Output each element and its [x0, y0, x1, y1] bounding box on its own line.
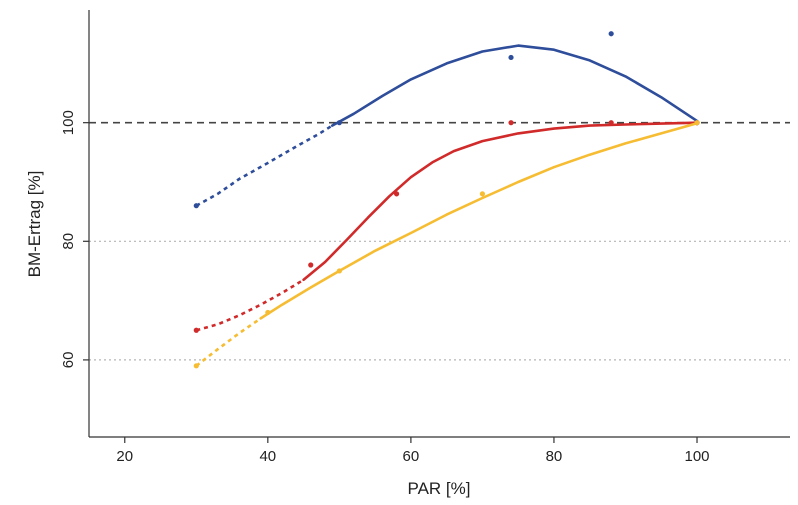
series-2-fitted-curve	[302, 121, 699, 282]
y-tick-label-100: 100	[60, 110, 77, 135]
series-3-extrapolated-curve	[195, 317, 262, 367]
series-2-point-3	[393, 191, 400, 197]
x-tick-label-40: 40	[259, 448, 276, 465]
series-2-extrapolated-curve	[195, 278, 305, 332]
series-2	[193, 120, 700, 333]
x-axis: 20 40 60 80 100	[89, 436, 790, 465]
series-1	[193, 31, 700, 209]
y-axis-title: BM-Ertrag [%]	[25, 171, 44, 278]
series-3-point-5	[694, 120, 700, 126]
y-tick-label-80: 80	[60, 233, 77, 250]
series-3-point-3	[336, 268, 342, 274]
series-2-point-5	[608, 120, 614, 126]
series-1-point-3	[508, 54, 514, 61]
x-tick-label-100: 100	[684, 448, 709, 465]
x-tick-label-80: 80	[546, 448, 563, 465]
series-2-point-2	[308, 262, 314, 268]
series-3-point-4	[479, 191, 486, 197]
series-2-point-1	[193, 327, 199, 333]
y-tick-label-60: 60	[60, 352, 77, 369]
series-3	[193, 120, 700, 369]
series-2-point-4	[508, 120, 514, 126]
x-axis-title: PAR [%]	[408, 479, 471, 498]
series-group	[193, 31, 700, 369]
y-axis: 60 80 100	[60, 10, 90, 437]
grid-lines	[89, 240, 790, 361]
x-tick-label-60: 60	[403, 448, 420, 465]
x-tick-label-20: 20	[116, 448, 133, 465]
series-1-point-1	[193, 203, 199, 209]
series-3-point-1	[193, 363, 199, 369]
series-1-fitted-curve	[330, 44, 699, 127]
series-1-extrapolated-curve	[195, 124, 333, 207]
series-1-point-4	[608, 31, 614, 37]
series-3-point-2	[265, 309, 271, 316]
series-3-fitted-curve	[259, 122, 699, 320]
series-1-point-2	[336, 120, 342, 126]
